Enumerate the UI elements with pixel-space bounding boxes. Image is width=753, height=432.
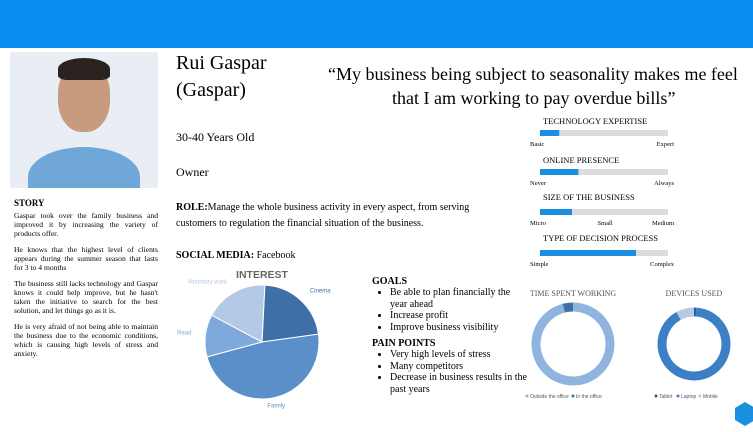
chart-title: INTEREST <box>236 269 289 281</box>
legend-label: Outside the office <box>530 394 569 400</box>
scale-label: Medium <box>652 220 674 227</box>
chart-title: TIME SPENT WORKING <box>530 289 617 298</box>
legend-swatch <box>572 395 575 398</box>
scale-label: Small <box>597 220 612 227</box>
scale-label: Expert <box>657 141 675 148</box>
scale-label: Always <box>654 180 674 187</box>
scale-title: TYPE OF DECISION PROCESS <box>543 233 658 243</box>
pie-label: Cinema <box>310 289 331 295</box>
scale-label: Complex <box>650 261 675 268</box>
pie-label: Family <box>267 404 285 410</box>
donut-segment <box>564 307 573 308</box>
scale-label: Basic <box>530 141 545 148</box>
donut-segment <box>679 312 694 316</box>
legend-swatch <box>677 395 680 398</box>
scale-fill <box>540 169 578 175</box>
badge-icon <box>735 402 753 426</box>
scale-label: Never <box>530 180 547 187</box>
scale-fill <box>540 130 559 136</box>
scale-label: Micro <box>530 220 546 227</box>
scale-fill <box>540 250 636 256</box>
legend-swatch <box>526 395 529 398</box>
scale-label: Simple <box>530 261 549 268</box>
scale-fill <box>540 209 572 215</box>
scale-title: SIZE OF THE BUSINESS <box>543 192 635 202</box>
scale-title: ONLINE PRESENCE <box>543 155 619 165</box>
page: Rui Gaspar(Gaspar) “My business being su… <box>0 0 753 432</box>
legend-swatch <box>655 395 658 398</box>
pie-label: Voluntary work <box>188 280 228 286</box>
donut-segment <box>662 312 726 376</box>
charts: TECHNOLOGY EXPERTISE Basic Expert ONLINE PR… <box>0 0 753 432</box>
chart-title: DEVICES USED <box>666 289 723 298</box>
pie-label: Read <box>177 330 191 336</box>
legend-label: In the office <box>576 394 602 400</box>
legend-label: Laptop <box>681 394 697 400</box>
legend-label: Tablet <box>659 394 673 400</box>
donut-segment <box>536 307 610 381</box>
legend-swatch <box>699 395 702 398</box>
legend-label: Mobile <box>703 394 718 400</box>
scale-title: TECHNOLOGY EXPERTISE <box>543 116 647 126</box>
